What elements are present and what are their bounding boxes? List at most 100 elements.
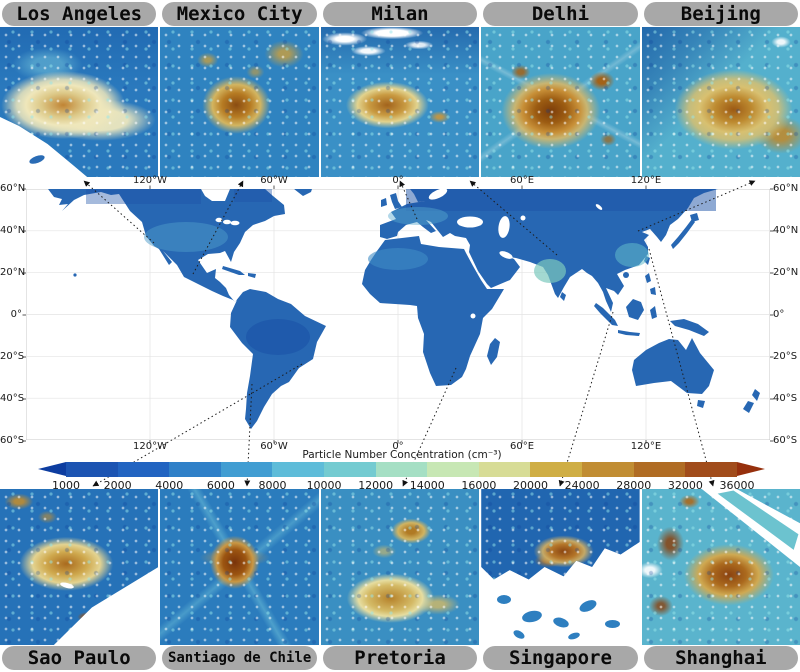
lat-tick-left: 20°N xyxy=(0,267,26,278)
panel-sao-paulo: Sao Paulo xyxy=(0,489,159,672)
inset-map-singapore xyxy=(481,489,640,645)
colorbar-tick-label: 1000 xyxy=(52,479,80,492)
world-map xyxy=(26,189,770,440)
land-borneo xyxy=(626,299,644,320)
lon-tick-bottom: 60°E xyxy=(509,441,535,452)
colorbar-tick-label: 24000 xyxy=(564,479,600,492)
inset-map-beijing xyxy=(641,27,800,177)
land-hainan xyxy=(623,272,629,278)
lat-tick-left: 40°N xyxy=(0,225,26,236)
land-africa xyxy=(362,236,504,386)
city-name: Milan xyxy=(371,3,429,25)
panel-milan: Milan xyxy=(320,0,480,177)
city-label-santiago: Santiago de Chile xyxy=(162,646,317,670)
city-name: Shanghai xyxy=(675,647,767,669)
city-name: Los Angeles xyxy=(16,3,143,25)
land-greenland-tip xyxy=(294,189,312,196)
colorbar-tick-label: 8000 xyxy=(258,479,287,492)
colorbar-tick-label: 36000 xyxy=(719,479,755,492)
reservoir xyxy=(59,580,75,590)
colorbar-segment xyxy=(324,462,376,477)
lat-tick-right: 40°N xyxy=(773,225,799,236)
colorbar-segment xyxy=(272,462,325,477)
colorbar-segment xyxy=(478,462,531,477)
ocean-area xyxy=(0,117,88,177)
bottom-inset-row: Sao Paulo Santiago de Chile Pretoria Sin… xyxy=(0,489,800,672)
colorbar-gradient xyxy=(66,462,737,477)
panel-mexico-city: Mexico City xyxy=(160,0,319,177)
lat-tick-right: 60°S xyxy=(773,435,798,446)
island xyxy=(604,620,620,629)
yangtze-river xyxy=(701,489,800,567)
lon-tick-bottom: 120°W xyxy=(133,441,167,452)
lat-tick-left: 60°N xyxy=(0,183,26,194)
colorbar-title: Particle Number Concentration (cm⁻³) xyxy=(302,449,502,461)
land-sri-lanka xyxy=(560,292,566,301)
colorbar-over-arrow xyxy=(737,462,765,476)
land-hawaii xyxy=(73,273,77,277)
city-name: Singapore xyxy=(508,647,612,669)
island xyxy=(521,608,544,624)
colorbar-segment xyxy=(169,462,221,477)
colorbar-segment xyxy=(427,462,479,477)
land-nz-north xyxy=(752,389,760,401)
colorbar-under-arrow xyxy=(38,462,66,476)
colorbar-tick-label: 14000 xyxy=(409,479,445,492)
inset-map-milan xyxy=(320,27,480,177)
colorbar-segment xyxy=(633,462,686,477)
lon-tick-top: 60°W xyxy=(260,175,288,186)
colorbar-tick-label: 12000 xyxy=(358,479,394,492)
lon-tick-top: 60°E xyxy=(509,175,535,186)
city-label-milan: Milan xyxy=(322,2,478,26)
island xyxy=(551,616,570,630)
city-name: Mexico City xyxy=(176,3,303,25)
colorbar-tick-label: 6000 xyxy=(206,479,235,492)
lat-tick-right: 0° xyxy=(773,309,785,320)
colorbar-tick-label: 32000 xyxy=(667,479,703,492)
colorbar-segment xyxy=(220,462,273,477)
colorbar-segment xyxy=(685,462,737,477)
colorbar-tick-label: 28000 xyxy=(616,479,652,492)
city-name: Pretoria xyxy=(354,647,446,669)
lon-tick-bottom: 120°E xyxy=(630,441,662,452)
lat-tick-right: 20°S xyxy=(773,351,798,362)
land-madagascar xyxy=(487,338,500,365)
inset-map-los-angeles xyxy=(0,27,159,177)
island xyxy=(511,628,526,641)
ocean-area xyxy=(53,567,159,645)
colorbar-tick-label: 10000 xyxy=(306,479,342,492)
colorbar-segment xyxy=(582,462,634,477)
island xyxy=(567,630,581,641)
panel-delhi: Delhi xyxy=(481,0,640,177)
island xyxy=(497,595,512,605)
inset-map-mexico-city xyxy=(160,27,319,177)
lat-tick-left: 20°S xyxy=(0,351,25,362)
panel-singapore: Singapore xyxy=(481,489,640,672)
panel-santiago: Santiago de Chile xyxy=(160,489,319,672)
inset-map-santiago xyxy=(160,489,319,645)
inset-map-pretoria xyxy=(320,489,480,645)
colorbar-segment xyxy=(375,462,428,477)
lat-tick-left: 40°S xyxy=(0,393,25,404)
city-name: Beijing xyxy=(680,3,761,25)
city-label-delhi: Delhi xyxy=(483,2,638,26)
colorbar xyxy=(38,462,765,477)
lat-tick-right: 40°S xyxy=(773,393,798,404)
panel-pretoria: Pretoria xyxy=(320,489,480,672)
city-name: Santiago de Chile xyxy=(167,650,312,666)
land-nz-south xyxy=(743,401,754,413)
inset-map-sao-paulo xyxy=(0,489,159,645)
city-label-shanghai: Shanghai xyxy=(643,646,799,670)
lon-tick-bottom: 60°W xyxy=(260,441,288,452)
panel-los-angeles: Los Angeles xyxy=(0,0,159,177)
city-label-los-angeles: Los Angeles xyxy=(2,2,157,26)
lat-tick-left: 0° xyxy=(10,309,22,320)
island xyxy=(578,597,599,615)
city-label-beijing: Beijing xyxy=(643,2,799,26)
land-uk xyxy=(390,193,402,209)
colorbar-tick-label: 4000 xyxy=(155,479,184,492)
land-hispaniola xyxy=(248,273,256,278)
inset-map-shanghai xyxy=(641,489,800,645)
city-name: Sao Paulo xyxy=(27,647,131,669)
lat-tick-right: 20°N xyxy=(773,267,799,278)
